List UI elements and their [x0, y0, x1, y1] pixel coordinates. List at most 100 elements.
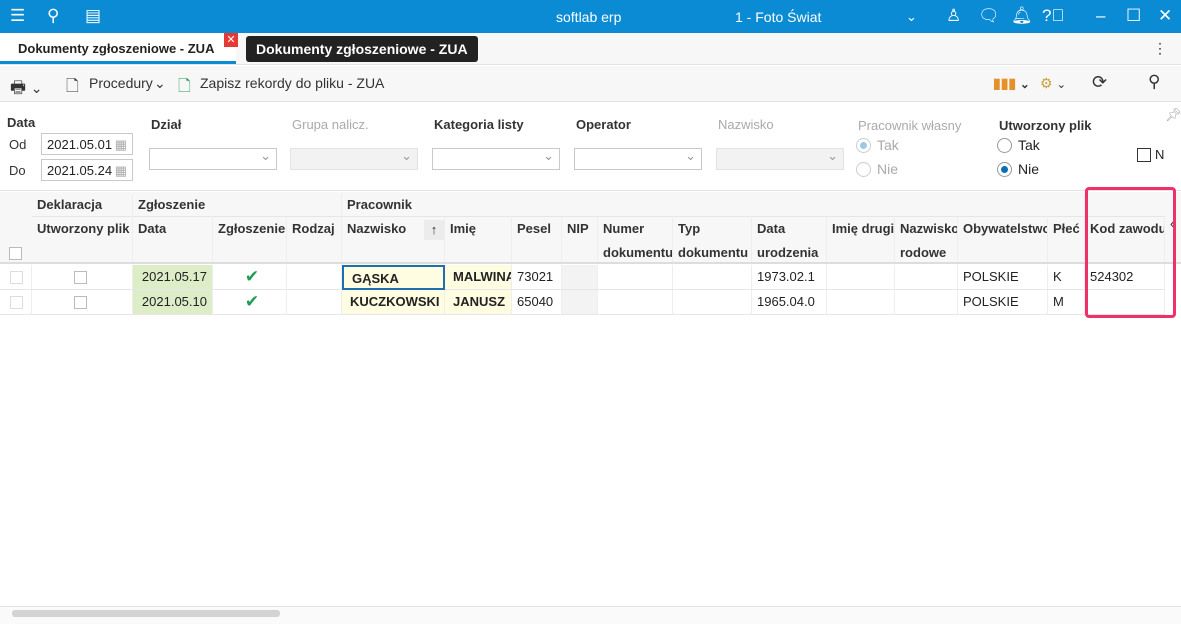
- tab-close-icon[interactable]: ✕: [224, 33, 238, 47]
- table-cell[interactable]: [598, 265, 673, 290]
- checkmark-icon[interactable]: ✔: [213, 290, 287, 315]
- table-cell[interactable]: K: [1048, 265, 1085, 290]
- table-cell[interactable]: [287, 290, 342, 315]
- print-icon[interactable]: 🖶︎ ⌄: [10, 78, 43, 97]
- table-cell[interactable]: [895, 265, 958, 290]
- column-header[interactable]: Imię drugie: [827, 216, 895, 262]
- table-cell[interactable]: POLSKIE: [958, 290, 1048, 315]
- table-cell[interactable]: [562, 265, 598, 290]
- grupa-label: Grupa nalicz.: [292, 117, 369, 132]
- column-header-label: Obywatelstwo: [963, 221, 1048, 236]
- search-icon[interactable]: ⚲: [47, 6, 60, 25]
- column-header-label: Numer: [603, 221, 645, 236]
- table-cell[interactable]: KUCZKOWSKI: [342, 290, 445, 315]
- column-header-label: Zgłoszenie: [218, 221, 286, 236]
- utworzony-plik-tak-radio[interactable]: Tak: [997, 137, 1040, 153]
- column-header[interactable]: Obywatelstwo: [958, 216, 1048, 262]
- table-cell[interactable]: 65040: [512, 290, 562, 315]
- kategoria-label: Kategoria listy: [434, 117, 524, 132]
- date-label: Data: [7, 115, 36, 130]
- column-header[interactable]: NIP: [562, 216, 598, 262]
- table-cell[interactable]: [827, 265, 895, 290]
- horizontal-scrollbar[interactable]: [12, 610, 280, 617]
- column-header[interactable]: Zgłoszenie: [213, 216, 287, 262]
- table-cell[interactable]: 1965.04.0: [752, 290, 827, 315]
- table-cell[interactable]: [673, 265, 752, 290]
- extra-checkbox-label: N: [1155, 147, 1165, 162]
- checkmark-icon[interactable]: ✔: [213, 265, 287, 290]
- save-records-button[interactable]: Zapisz rekordy do pliku - ZUA: [200, 75, 385, 91]
- user-icon[interactable]: ♙: [946, 6, 962, 25]
- table-cell[interactable]: 524302: [1085, 265, 1165, 290]
- chart-icon[interactable]: ▮▮▮ ⌄: [993, 75, 1030, 91]
- date-to-input[interactable]: 2021.05.24 ▦: [41, 159, 133, 181]
- table-cell[interactable]: [598, 290, 673, 315]
- select-all-checkbox[interactable]: [9, 247, 23, 261]
- column-header[interactable]: Imię: [445, 216, 512, 262]
- column-header[interactable]: Numer dokumentu: [598, 216, 673, 262]
- tab-dokumenty-zua[interactable]: Dokumenty zgłoszeniowe - ZUA: [0, 33, 236, 64]
- table-cell[interactable]: MALWINA: [445, 265, 512, 290]
- pracownik-wlasny-nie-radio: Nie: [856, 161, 898, 177]
- table-cell[interactable]: GĄSKA: [342, 265, 445, 290]
- help-icon[interactable]: ?⃝: [1042, 6, 1065, 25]
- chat-icon[interactable]: 🗨: [978, 6, 1000, 25]
- kategoria-select[interactable]: [432, 148, 560, 170]
- chevron-down-icon[interactable]: ⌄: [154, 75, 166, 91]
- table-cell[interactable]: [562, 290, 598, 315]
- table-cell[interactable]: 2021.05.17: [133, 265, 213, 290]
- column-header[interactable]: Płeć: [1048, 216, 1085, 262]
- minimize-icon[interactable]: –: [1096, 6, 1106, 25]
- more-icon[interactable]: ⋮: [1153, 40, 1167, 56]
- table-cell[interactable]: [827, 290, 895, 315]
- table-cell[interactable]: M: [1048, 290, 1085, 315]
- search-filter-icon[interactable]: ⚲: [1148, 72, 1161, 91]
- company-selector[interactable]: 1 - Foto Świat: [735, 9, 822, 25]
- to-label: Do: [9, 163, 26, 178]
- operator-select[interactable]: [574, 148, 702, 170]
- refresh-icon[interactable]: ⟳: [1092, 72, 1108, 92]
- table-cell[interactable]: 73021: [512, 265, 562, 290]
- table-cell[interactable]: POLSKIE: [958, 265, 1048, 290]
- date-from-input[interactable]: 2021.05.01 ▦: [41, 133, 133, 155]
- table-cell[interactable]: [673, 290, 752, 315]
- table-cell[interactable]: 2021.05.10: [133, 290, 213, 315]
- maximize-icon[interactable]: ☐: [1126, 6, 1142, 25]
- column-header[interactable]: Typ dokumentu: [673, 216, 752, 262]
- table-cell[interactable]: [287, 265, 342, 290]
- extra-checkbox[interactable]: [1137, 148, 1151, 162]
- column-header[interactable]: Rodzaj: [287, 216, 342, 262]
- menu-icon[interactable]: ☰: [10, 6, 26, 25]
- row-select-checkbox[interactable]: [0, 265, 32, 290]
- column-header[interactable]: Pesel: [512, 216, 562, 262]
- scroll-left-icon[interactable]: ‹: [1170, 216, 1175, 231]
- column-header-label: NIP: [567, 221, 589, 236]
- sort-ascending-icon[interactable]: ↑: [424, 220, 444, 240]
- table-cell[interactable]: [1085, 290, 1165, 315]
- table-cell[interactable]: 1973.02.1: [752, 265, 827, 290]
- column-header-label: Imię drugie: [832, 221, 895, 236]
- column-header[interactable]: Kod zawodu: [1085, 216, 1165, 262]
- column-header[interactable]: Nazwisko rodowe: [895, 216, 958, 262]
- utworzony-plik-nie-radio[interactable]: Nie: [997, 161, 1039, 177]
- news-icon[interactable]: ▤: [85, 6, 102, 25]
- settings-icon[interactable]: ⚙ ⌄: [1040, 75, 1067, 91]
- chevron-down-icon[interactable]: ⌄: [906, 9, 917, 24]
- pin-icon[interactable]: 📌︎: [1165, 107, 1181, 122]
- column-header[interactable]: Data urodzenia: [752, 216, 827, 262]
- procedures-icon: 🗋: [66, 78, 79, 95]
- close-icon[interactable]: ✕: [1158, 6, 1173, 25]
- utworzony-plik-label: Utworzony plik: [999, 118, 1092, 133]
- column-header-label: Data: [138, 221, 167, 236]
- row-select-checkbox[interactable]: [0, 290, 32, 315]
- bell-icon[interactable]: 🔔︎: [1011, 6, 1033, 25]
- utworzony-plik-checkbox[interactable]: [32, 290, 133, 315]
- column-header[interactable]: Nazwisko ↑: [342, 216, 445, 262]
- table-cell[interactable]: [895, 290, 958, 315]
- column-header[interactable]: Data: [133, 216, 213, 262]
- procedures-button[interactable]: Procedury: [89, 75, 153, 91]
- dzial-select[interactable]: [149, 148, 277, 170]
- column-header[interactable]: Utworzony plik: [32, 216, 133, 262]
- utworzony-plik-checkbox[interactable]: [32, 265, 133, 290]
- table-cell[interactable]: JANUSZ: [445, 290, 512, 315]
